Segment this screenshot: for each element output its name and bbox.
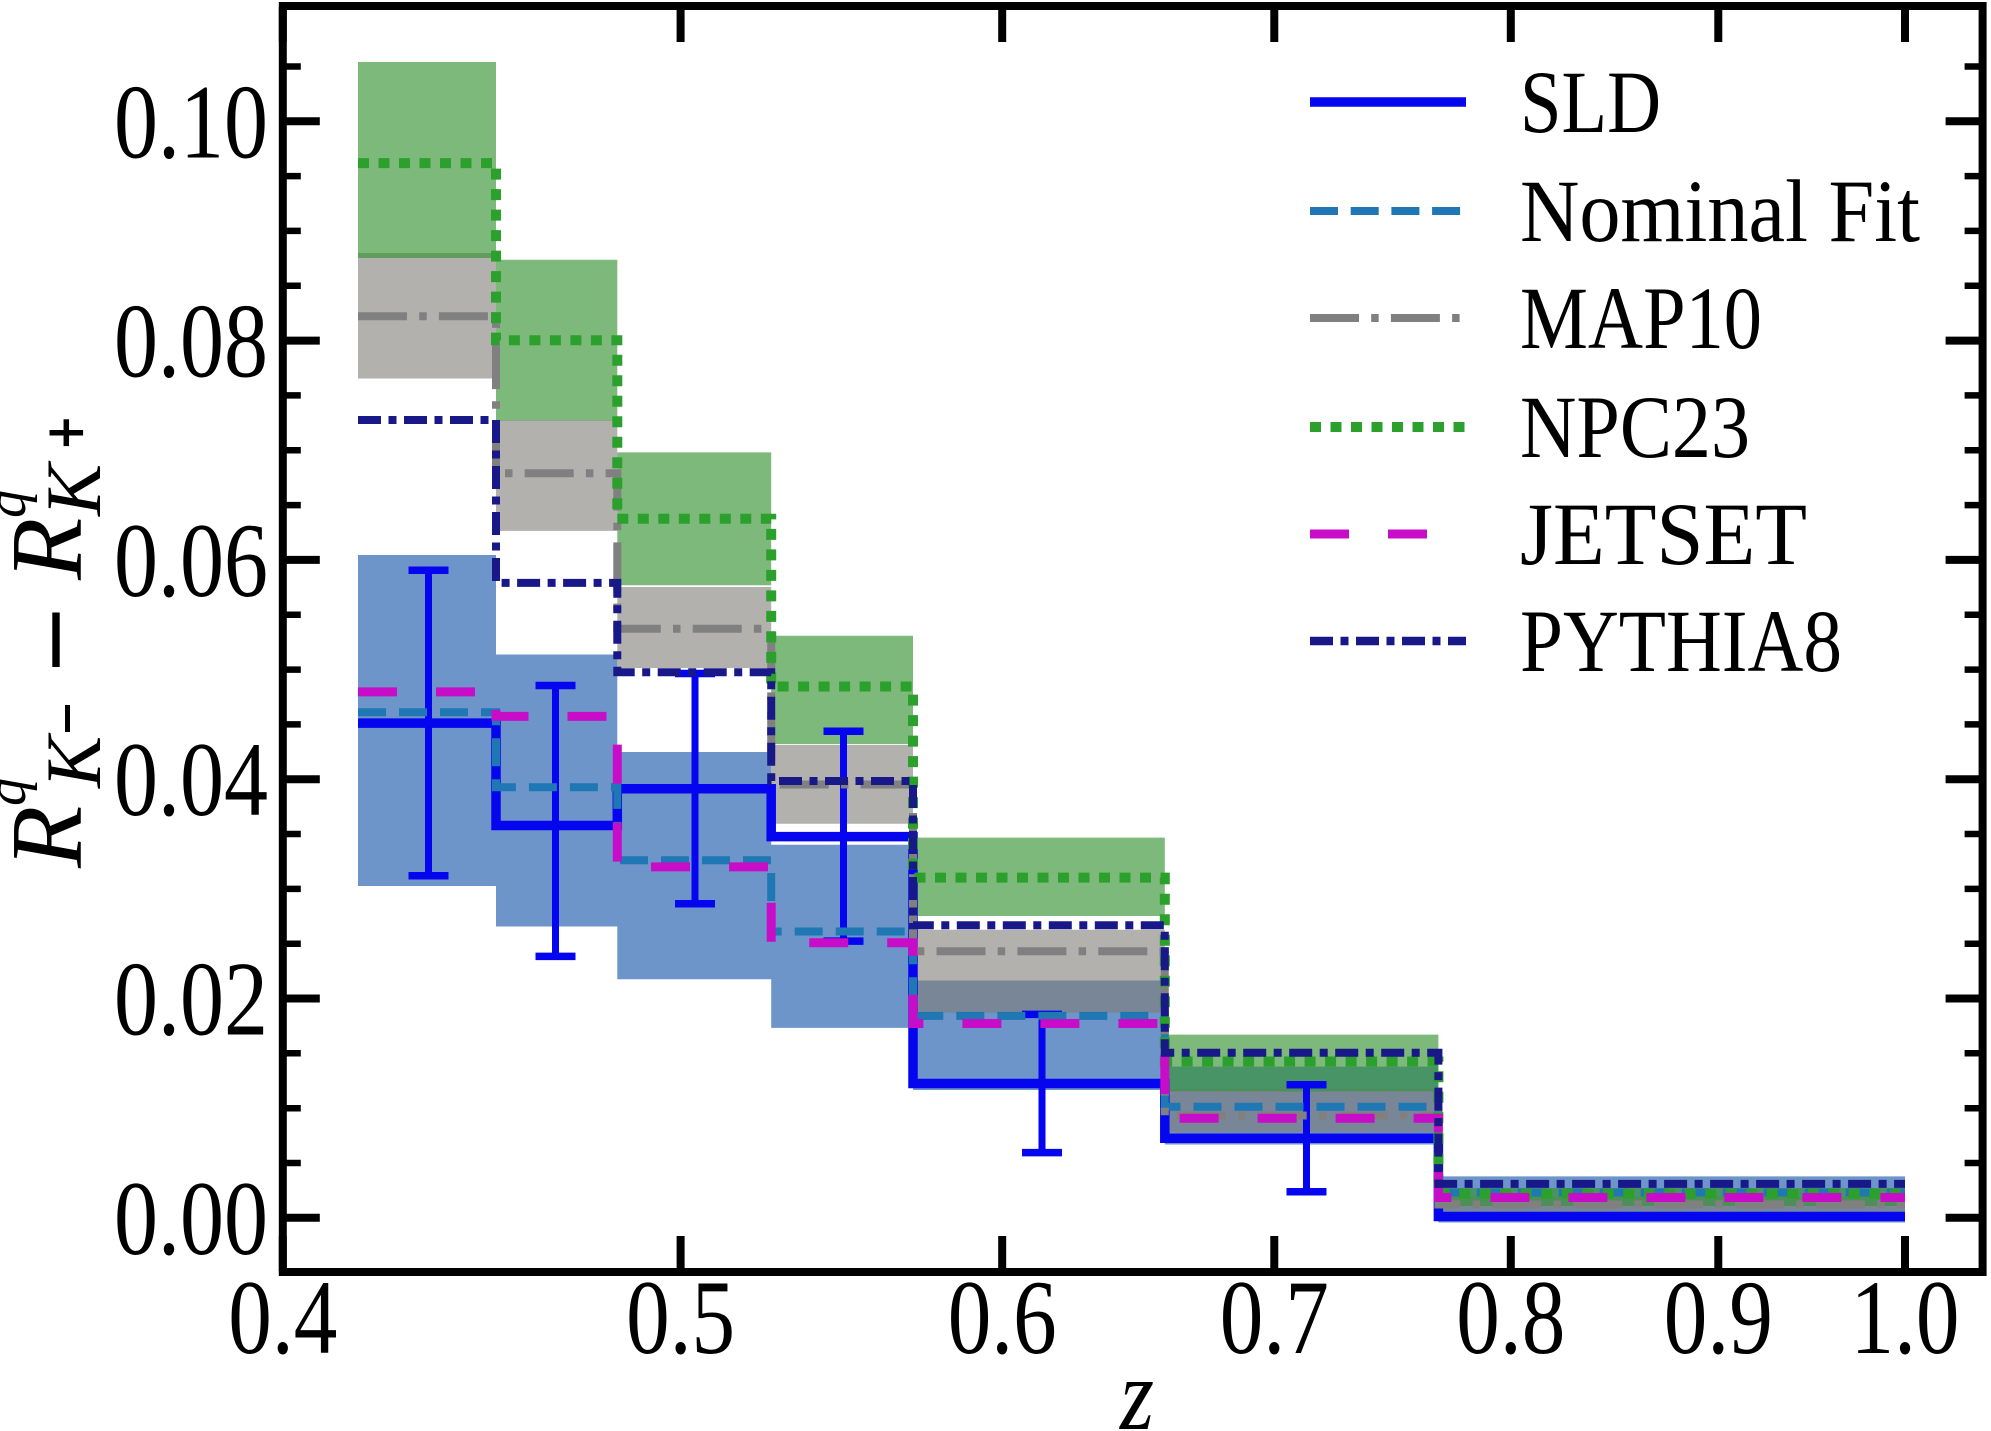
svg-text:0.4: 0.4 [228, 1259, 337, 1376]
svg-text:0.04: 0.04 [114, 721, 268, 838]
svg-text:q: q [0, 490, 38, 518]
svg-text:MAP10: MAP10 [1520, 270, 1762, 368]
svg-text:0.6: 0.6 [948, 1259, 1057, 1376]
svg-text:0.9: 0.9 [1664, 1259, 1773, 1376]
svg-text:Nominal Fit: Nominal Fit [1520, 163, 1920, 261]
svg-text:PYTHIA8: PYTHIA8 [1520, 593, 1842, 691]
svg-text:0.02: 0.02 [114, 941, 268, 1058]
svg-text:0.10: 0.10 [114, 63, 268, 180]
svg-text:z: z [1118, 1338, 1154, 1431]
svg-text:R: R [0, 518, 104, 581]
svg-text:1.0: 1.0 [1851, 1259, 1960, 1376]
svg-text:0.06: 0.06 [114, 502, 268, 619]
svg-text:K: K [30, 460, 117, 517]
svg-text:0.5: 0.5 [626, 1259, 735, 1376]
svg-text:q: q [0, 778, 38, 806]
svg-text:R: R [0, 806, 104, 869]
svg-text:SLD: SLD [1520, 54, 1661, 152]
svg-text:0.7: 0.7 [1220, 1259, 1329, 1376]
svg-text:JETSET: JETSET [1520, 486, 1807, 584]
svg-text:K: K [30, 732, 117, 789]
svg-text:NPC23: NPC23 [1520, 379, 1750, 477]
svg-text:0.08: 0.08 [114, 283, 268, 400]
svg-text:0.00: 0.00 [114, 1160, 268, 1277]
svg-text:0.8: 0.8 [1456, 1259, 1565, 1376]
